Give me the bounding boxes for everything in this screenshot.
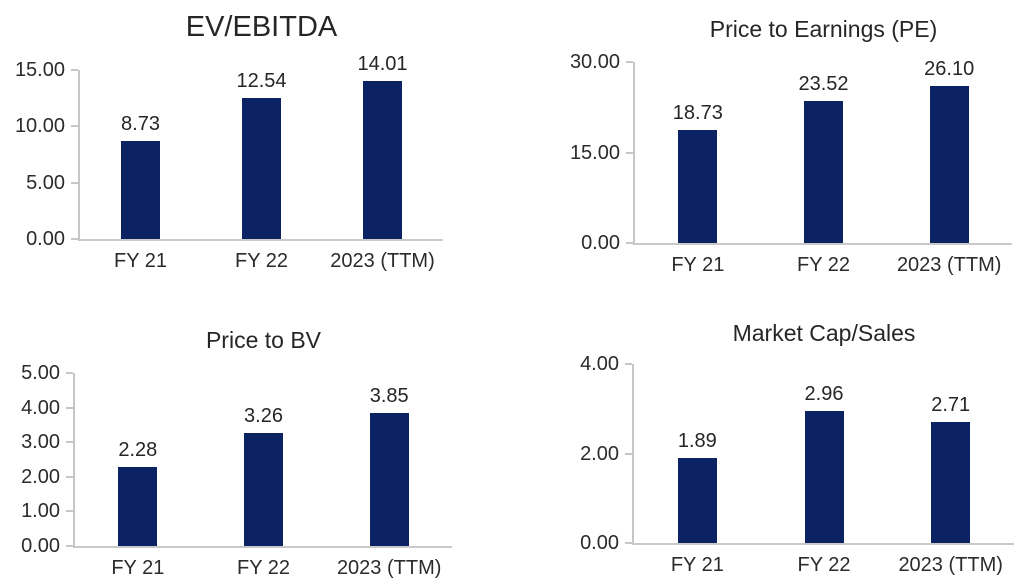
- x-axis-label: FY 22: [235, 250, 288, 272]
- bar: 23.52: [798, 74, 849, 243]
- bar-value-label: 8.73: [121, 112, 160, 135]
- bar-value-label: 23.52: [798, 73, 849, 96]
- bar: 14.01: [357, 54, 408, 239]
- plot-area: 1.89 FY 21 2.96 FY 22 2.71 2023 (TTM): [634, 364, 1014, 575]
- bar-slot: 2.28 FY 21: [75, 373, 201, 578]
- x-axis-label: 2023 (TTM): [330, 250, 435, 272]
- bar-value-label: 1.89: [677, 430, 717, 453]
- chart-title: EV/EBITDA: [185, 10, 338, 43]
- y-tick-mark: [66, 441, 73, 444]
- x-axis-label: 2023 (TTM): [898, 554, 1003, 576]
- chart-price-to-bv: Price to BV 0.00 1.00 2.00 3.00 4.00 5.00 2.2…: [21, 327, 452, 578]
- y-tick-mark: [66, 372, 73, 374]
- y-tick-label: 0.00: [21, 535, 60, 557]
- y-tick-mark: [66, 406, 73, 409]
- y-tick-label: 5.00: [26, 171, 65, 194]
- bar-slot: 2.96 FY 22: [761, 364, 888, 575]
- bar-slot: 26.10 2023 (TTM): [886, 59, 1012, 275]
- bar-slot: 8.73 FY 21: [80, 70, 201, 271]
- y-tick-label: 3.00: [21, 431, 60, 454]
- chart-title: Price to BV: [205, 326, 322, 353]
- bar-slot: 2.71 2023 (TTM): [887, 364, 1014, 575]
- bar-slot: 3.85 2023 (TTM): [326, 373, 452, 578]
- bar: 2.96: [804, 384, 844, 543]
- chart-market-cap-sales: Market Cap/Sales 0.00 2.00 4.00 1.89 FY 21 2…: [580, 320, 1014, 575]
- bar-value-label: 3.26: [244, 405, 283, 428]
- y-tick-mark: [626, 151, 633, 154]
- y-tick-mark: [71, 69, 78, 71]
- x-axis-label: FY 21: [670, 554, 724, 576]
- y-tick-label: 1.00: [21, 500, 60, 523]
- bar-slot: 14.01 2023 (TTM): [322, 54, 443, 271]
- bar: 8.73: [121, 114, 160, 239]
- plot-area: 8.73 FY 21 12.54 FY 22 14.01 2023 (TTM): [80, 54, 443, 271]
- chart-ev-ebitda: EV/EBITDA 0.00 5.00 10.00 15.00 8.73 FY 21 12…: [15, 11, 443, 271]
- bar: 2.28: [118, 440, 158, 546]
- chart-price-to-earnings: Price to Earnings (PE) 0.00 15.00 30.00 18…: [570, 16, 1012, 275]
- y-tick-mark: [71, 125, 78, 128]
- x-axis-label: FY 21: [114, 250, 167, 272]
- bar-slot: 3.26 FY 22: [201, 373, 327, 578]
- y-tick-mark: [66, 545, 73, 547]
- chart-title: Price to Earnings (PE): [709, 15, 938, 42]
- plot-area: 18.73 FY 21 23.52 FY 22 26.10 2023 (TTM): [635, 59, 1012, 275]
- bar-value-label: 12.54: [236, 69, 287, 92]
- y-tick-label: 0.00: [581, 232, 620, 254]
- bar: 3.26: [244, 406, 283, 546]
- chart-title: Market Cap/Sales: [732, 319, 916, 346]
- bar: 3.85: [369, 386, 409, 546]
- y-tick-label: 10.00: [14, 115, 65, 138]
- y-tick-label: 15.00: [569, 141, 620, 164]
- bar: 1.89: [677, 431, 717, 543]
- bar: 12.54: [236, 71, 287, 239]
- x-axis-label: FY 22: [797, 554, 851, 576]
- bar: 26.10: [924, 59, 974, 243]
- y-tick-label: 4.00: [580, 353, 619, 375]
- y-tick-label: 30.00: [569, 51, 620, 73]
- plot-area: 2.28 FY 21 3.26 FY 22 3.85 2023 (TTM): [75, 373, 452, 578]
- y-tick-mark: [626, 61, 633, 63]
- y-tick-mark: [626, 242, 633, 244]
- bar: 2.71: [931, 395, 971, 543]
- x-axis-label: FY 22: [797, 254, 850, 276]
- bar-value-label: 18.73: [672, 102, 723, 124]
- bar-slot: 18.73 FY 21: [635, 62, 761, 275]
- y-tick-label: 15.00: [14, 59, 65, 81]
- y-tick-label: 0.00: [26, 228, 65, 250]
- x-axis-label: FY 21: [111, 557, 165, 579]
- bar-slot: 12.54 FY 22: [201, 70, 322, 271]
- bar-value-label: 26.10: [924, 57, 975, 80]
- bar-value-label: 14.01: [357, 53, 408, 76]
- x-axis-label: FY 21: [671, 254, 725, 276]
- bar-slot: 23.52 FY 22: [761, 62, 887, 275]
- y-tick-mark: [625, 542, 632, 544]
- bar-value-label: 3.85: [369, 384, 409, 407]
- y-tick-mark: [71, 238, 78, 240]
- x-axis-label: 2023 (TTM): [896, 254, 1002, 276]
- x-axis-label: 2023 (TTM): [336, 557, 442, 579]
- bar-value-label: 2.71: [931, 393, 971, 416]
- bar-value-label: 2.28: [118, 439, 158, 462]
- y-tick-mark: [66, 510, 73, 513]
- y-tick-label: 2.00: [580, 442, 619, 465]
- bar-value-label: 2.96: [804, 382, 844, 405]
- y-tick-mark: [625, 452, 632, 455]
- bar: 18.73: [673, 103, 723, 243]
- x-axis-label: FY 22: [237, 557, 290, 579]
- bar-slot: 1.89 FY 21: [634, 364, 761, 575]
- y-tick-label: 0.00: [580, 532, 619, 554]
- y-tick-label: 4.00: [21, 396, 60, 419]
- y-tick-label: 5.00: [21, 362, 60, 384]
- y-tick-mark: [625, 363, 632, 365]
- y-tick-mark: [66, 475, 73, 478]
- y-tick-label: 2.00: [21, 465, 60, 488]
- y-tick-mark: [71, 181, 78, 184]
